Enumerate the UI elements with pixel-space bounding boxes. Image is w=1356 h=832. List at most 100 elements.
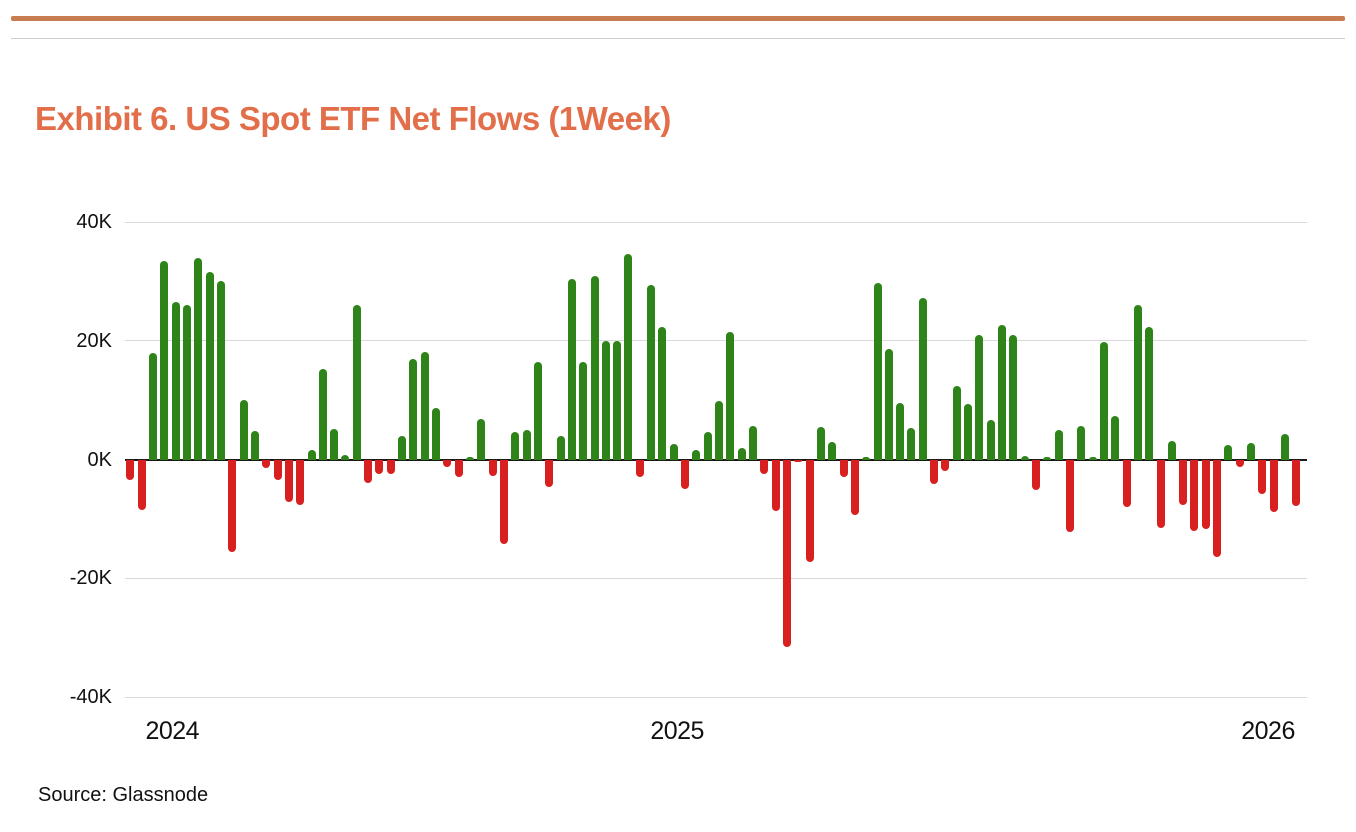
- bar-week-49: [669, 444, 678, 460]
- bar-week-53: [715, 400, 724, 460]
- bar-week-91: [1145, 326, 1154, 460]
- bar-week-14: [273, 459, 282, 480]
- bar-week-20: [341, 455, 350, 460]
- bar-week-101: [1258, 459, 1267, 494]
- bar-week-21: [352, 305, 361, 460]
- bar-week-99: [1235, 459, 1244, 468]
- bar-week-37: [533, 362, 542, 460]
- bar-week-50: [681, 459, 690, 489]
- plot-area: [125, 221, 1307, 698]
- bar-week-83: [1054, 429, 1063, 460]
- bar-week-96: [1201, 459, 1210, 529]
- bar-week-35: [511, 431, 520, 460]
- bar-week-73: [941, 459, 950, 471]
- exhibit-title: Exhibit 6. US Spot ETF Net Flows (1Week): [35, 100, 671, 137]
- bar-week-76: [975, 334, 984, 460]
- bar-week-93: [1167, 441, 1176, 460]
- bar-week-42: [590, 276, 599, 460]
- bar-week-81: [1032, 459, 1040, 490]
- bar-week-41: [579, 362, 588, 460]
- bar-week-1: [126, 459, 135, 481]
- x-tick-label-2025: 2025: [650, 717, 704, 745]
- bar-week-67: [873, 283, 882, 460]
- bar-week-62: [816, 427, 825, 460]
- bar-week-28: [432, 408, 441, 460]
- y-tick-label-40K: 40K: [76, 211, 112, 233]
- bar-week-36: [522, 429, 531, 460]
- bar-week-80: [1020, 455, 1029, 460]
- bar-week-19: [330, 428, 339, 460]
- bar-week-10: [228, 459, 237, 552]
- bar-week-66: [862, 456, 871, 460]
- bar-week-59: [782, 459, 791, 647]
- bar-week-65: [850, 459, 859, 516]
- bar-week-2: [137, 459, 146, 510]
- bar-week-85: [1077, 425, 1086, 460]
- bar-week-98: [1224, 445, 1233, 460]
- y-tick-label-0K: 0K: [87, 448, 112, 471]
- bar-week-103: [1281, 433, 1290, 460]
- bar-week-89: [1122, 459, 1131, 507]
- bar-week-61: [805, 459, 814, 562]
- y-tick-label--40K: -40K: [69, 686, 112, 708]
- x-tick-label-2024: 2024: [145, 717, 200, 745]
- bar-week-51: [692, 450, 701, 460]
- bar-week-15: [284, 459, 293, 503]
- bar-week-56: [749, 425, 757, 460]
- gridline--20K: [125, 577, 1307, 579]
- bar-week-47: [647, 284, 656, 460]
- bar-week-23: [375, 459, 384, 474]
- source-caption: Source: Glassnode: [38, 784, 209, 806]
- bar-week-13: [262, 459, 271, 468]
- bar-week-25: [398, 436, 407, 460]
- header-accent-rule: [11, 16, 1345, 21]
- bar-week-95: [1190, 459, 1199, 532]
- zero-axis-line: [125, 458, 1307, 461]
- bar-week-26: [409, 358, 418, 460]
- header-divider-rule: [11, 38, 1345, 39]
- y-tick-label--20K: -20K: [69, 567, 112, 590]
- bar-week-3: [149, 352, 158, 460]
- bar-week-9: [216, 281, 225, 460]
- bar-week-100: [1247, 442, 1256, 460]
- bar-week-45: [624, 254, 633, 460]
- etf-net-flows-chart: 40K 20K 0K -20K -40K 2024 2025 2026: [69, 211, 1307, 745]
- bar-week-92: [1156, 459, 1165, 529]
- bar-week-60: [794, 459, 803, 463]
- bar-week-38: [545, 459, 554, 487]
- bar-week-64: [839, 459, 848, 478]
- bar-week-70: [907, 428, 916, 460]
- bar-week-94: [1179, 459, 1188, 506]
- bar-week-12: [250, 431, 259, 460]
- bar-week-22: [364, 459, 373, 483]
- bar-week-90: [1133, 304, 1142, 460]
- bar-week-29: [443, 459, 452, 467]
- bar-week-69: [896, 403, 905, 460]
- bar-week-57: [760, 459, 769, 474]
- bar-week-84: [1065, 459, 1074, 532]
- bar-week-87: [1099, 341, 1108, 460]
- bar-week-48: [658, 327, 667, 460]
- bar-week-71: [918, 298, 927, 460]
- bar-week-44: [613, 340, 622, 460]
- bar-week-39: [556, 435, 565, 460]
- bar-week-27: [420, 352, 429, 460]
- bar-week-46: [635, 459, 644, 478]
- bar-week-78: [998, 325, 1007, 460]
- bar-week-17: [307, 450, 316, 460]
- bar-week-24: [386, 459, 395, 474]
- bar-week-102: [1269, 459, 1278, 513]
- bar-week-74: [952, 385, 961, 460]
- bar-week-104: [1292, 459, 1301, 506]
- bar-week-52: [703, 431, 712, 460]
- bar-week-18: [318, 369, 327, 460]
- x-tick-label-2026: 2026: [1241, 717, 1295, 745]
- bar-week-6: [183, 305, 191, 460]
- y-tick-label-20K: 20K: [76, 329, 112, 352]
- bar-week-31: [466, 457, 474, 460]
- bar-week-16: [296, 459, 305, 505]
- bar-week-82: [1043, 457, 1052, 460]
- bar-week-34: [499, 459, 508, 544]
- bar-week-40: [567, 279, 576, 460]
